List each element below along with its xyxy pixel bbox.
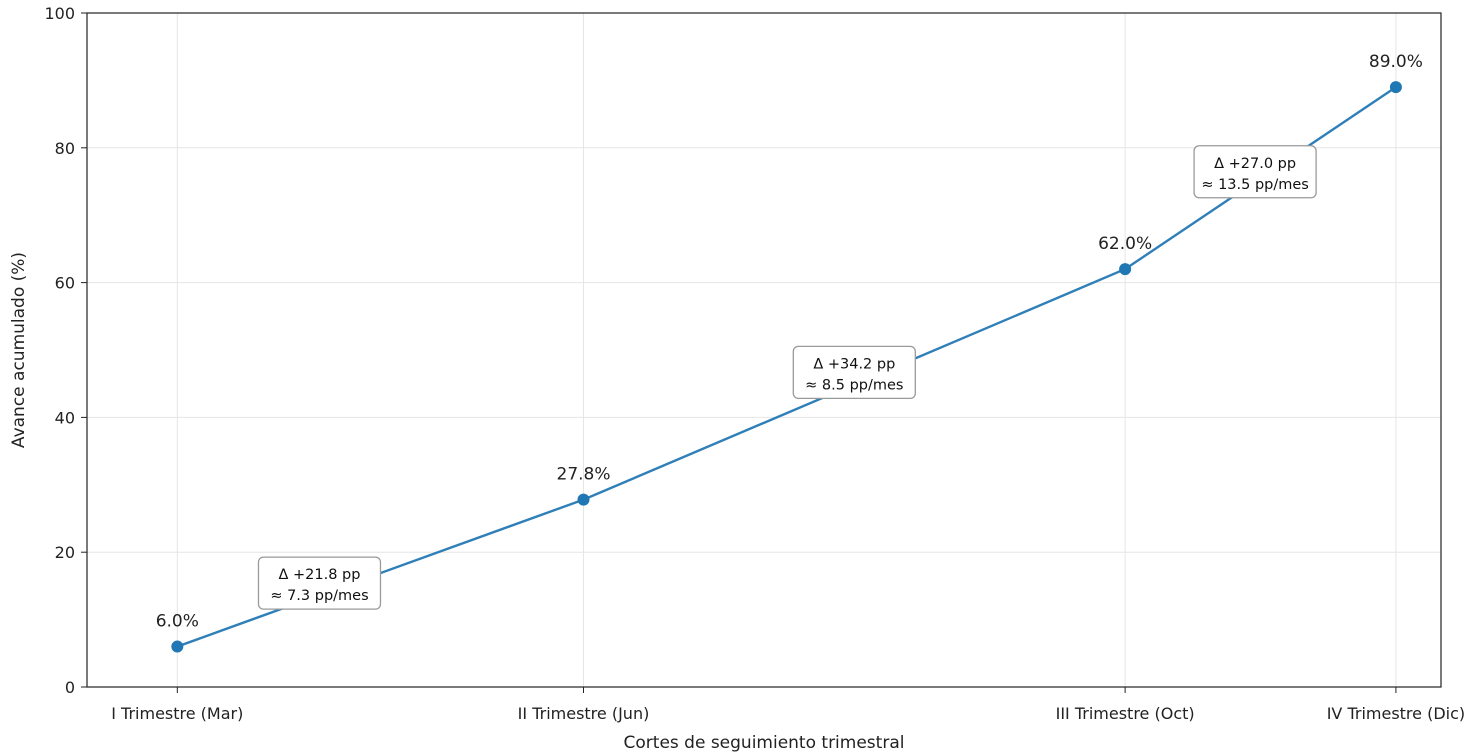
y-tick-label: 20: [55, 543, 75, 562]
data-point: [1119, 263, 1132, 276]
annotation-rate: ≈ 7.3 pp/mes: [270, 588, 368, 604]
data-label: 62.0%: [1098, 234, 1152, 254]
segment-annotation: Δ +27.0 pp ≈ 13.5 pp/mes: [1193, 145, 1317, 199]
data-label: 27.8%: [557, 465, 611, 485]
data-point: [171, 640, 184, 653]
data-label: 89.0%: [1369, 52, 1423, 72]
plot-frame: [86, 12, 1442, 688]
annotation-delta: Δ +34.2 pp: [813, 356, 895, 372]
annotation-box: [1193, 145, 1317, 199]
x-tick-label: I Trimestre (Mar): [111, 704, 243, 723]
annotation-box: [257, 556, 382, 610]
data-point: [1389, 81, 1402, 94]
annotation-rate: ≈ 13.5 pp/mes: [1201, 177, 1309, 193]
x-tick-label: IV Trimestre (Dic): [1327, 704, 1465, 723]
annotation-rate: ≈ 8.5 pp/mes: [805, 377, 903, 393]
annotation-delta: Δ +27.0 pp: [1214, 156, 1296, 172]
annotation-delta: Δ +21.8 pp: [278, 567, 360, 583]
y-tick-label: 80: [55, 139, 75, 158]
y-axis-title: Avance acumulado (%): [9, 252, 29, 448]
x-axis: I Trimestre (Mar) II Trimestre (Jun) III T…: [111, 687, 1465, 723]
data-point: [577, 493, 590, 506]
annotations: Δ +21.8 pp ≈ 7.3 pp/mes Δ +34.2 pp ≈ 8.5 pp…: [257, 145, 1317, 610]
x-tick-label: III Trimestre (Oct): [1056, 704, 1195, 723]
y-tick-label: 60: [55, 274, 75, 293]
segment-annotation: Δ +21.8 pp ≈ 7.3 pp/mes: [257, 556, 382, 610]
y-tick-label: 40: [55, 408, 75, 427]
y-tick-label: 0: [65, 678, 75, 697]
x-tick-label: II Trimestre (Jun): [518, 704, 650, 723]
annotation-box: [792, 345, 916, 400]
y-axis: 0 20 40 60 80 100: [44, 4, 87, 697]
y-tick-label: 100: [44, 4, 75, 23]
data-label: 6.0%: [156, 612, 199, 632]
x-axis-title: Cortes de seguimiento trimestral: [624, 733, 905, 753]
segment-annotation: Δ +34.2 pp ≈ 8.5 pp/mes: [792, 345, 916, 400]
